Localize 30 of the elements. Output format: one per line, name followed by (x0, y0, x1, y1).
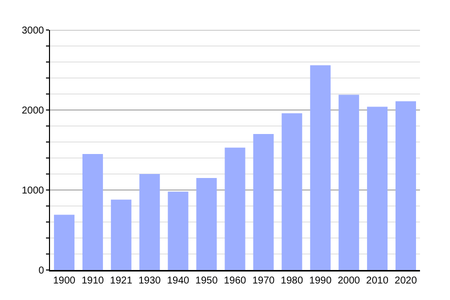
bar (224, 148, 246, 270)
bar (310, 65, 331, 270)
bar (196, 178, 217, 270)
x-tick-label: 1950 (195, 276, 218, 286)
x-tick-label: 1980 (280, 276, 304, 286)
y-tick-label: 1000 (22, 186, 44, 196)
y-tick-label: 2000 (22, 106, 44, 116)
x-tick-label: 2000 (338, 276, 360, 286)
bar (168, 192, 188, 270)
x-tick-label: 1940 (166, 276, 190, 286)
bar (282, 113, 302, 270)
bar (139, 174, 160, 270)
bar (253, 134, 274, 270)
x-tick-label: 1921 (110, 276, 133, 286)
x-tick-label: 1910 (82, 276, 104, 286)
bar (338, 94, 360, 270)
bar (367, 106, 388, 270)
bar (110, 200, 132, 270)
x-tick-label: 1900 (53, 276, 76, 286)
x-tick-label: 1930 (138, 276, 162, 286)
x-tick-label: 1970 (252, 276, 276, 286)
x-tick-label: 1960 (224, 276, 247, 286)
bar (54, 214, 74, 270)
x-tick-label: 1990 (309, 276, 332, 286)
x-tick-label: 2010 (366, 276, 389, 286)
y-tick-label: 0 (38, 266, 44, 276)
y-tick-label: 3000 (22, 26, 44, 36)
x-tick-label: 2020 (394, 276, 418, 286)
bar (82, 154, 103, 270)
bar (396, 101, 416, 270)
